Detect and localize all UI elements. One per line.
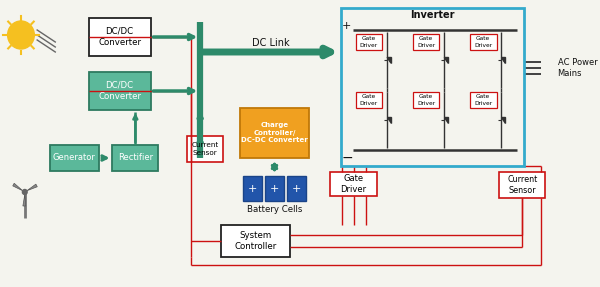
- Text: DC/DC
Converter: DC/DC Converter: [98, 27, 141, 47]
- Bar: [413, 92, 439, 108]
- Polygon shape: [444, 117, 448, 123]
- Text: +: +: [292, 183, 301, 193]
- Text: +: +: [270, 183, 279, 193]
- Bar: [243, 176, 262, 201]
- Polygon shape: [444, 57, 448, 63]
- Circle shape: [8, 21, 34, 49]
- Text: Gate
Driver: Gate Driver: [417, 36, 435, 48]
- Bar: [470, 92, 497, 108]
- Text: System
Controller: System Controller: [235, 231, 277, 251]
- Text: +: +: [342, 21, 352, 31]
- Bar: [356, 34, 382, 50]
- Bar: [413, 34, 439, 50]
- Bar: [470, 34, 497, 50]
- Bar: [330, 172, 377, 196]
- Text: Charge
Controller/
DC-DC Converter: Charge Controller/ DC-DC Converter: [241, 123, 308, 144]
- Text: DC Link: DC Link: [252, 38, 290, 48]
- Bar: [221, 225, 290, 257]
- Polygon shape: [13, 183, 23, 191]
- Text: Gate
Driver: Gate Driver: [474, 94, 492, 106]
- Text: Generator: Generator: [53, 154, 96, 162]
- Text: Gate
Driver: Gate Driver: [360, 94, 378, 106]
- Text: Gate
Driver: Gate Driver: [360, 36, 378, 48]
- Bar: [499, 172, 545, 198]
- Text: Current
Sensor: Current Sensor: [191, 142, 218, 156]
- Polygon shape: [23, 195, 26, 206]
- Text: Battery Cells: Battery Cells: [247, 205, 302, 214]
- Bar: [356, 92, 382, 108]
- Polygon shape: [387, 117, 391, 123]
- Polygon shape: [502, 57, 505, 63]
- Text: Gate
Driver: Gate Driver: [474, 36, 492, 48]
- Bar: [240, 108, 309, 158]
- Text: Current
Sensor: Current Sensor: [507, 175, 538, 195]
- Text: Inverter: Inverter: [410, 10, 455, 20]
- Polygon shape: [27, 184, 37, 191]
- Text: Gate
Driver: Gate Driver: [341, 174, 367, 194]
- Bar: [341, 8, 524, 166]
- Bar: [89, 18, 151, 56]
- Bar: [112, 145, 158, 171]
- Bar: [287, 176, 306, 201]
- Bar: [187, 136, 223, 162]
- Text: +: +: [248, 183, 257, 193]
- Bar: [89, 72, 151, 110]
- Text: DC/DC
Converter: DC/DC Converter: [98, 81, 141, 101]
- Polygon shape: [502, 117, 505, 123]
- Text: −: −: [341, 151, 353, 165]
- Text: Rectifier: Rectifier: [118, 154, 153, 162]
- Text: Gate
Driver: Gate Driver: [417, 94, 435, 106]
- Bar: [265, 176, 284, 201]
- Polygon shape: [387, 57, 391, 63]
- Circle shape: [22, 189, 27, 195]
- Text: AC Power
Mains: AC Power Mains: [557, 58, 598, 78]
- Bar: [50, 145, 99, 171]
